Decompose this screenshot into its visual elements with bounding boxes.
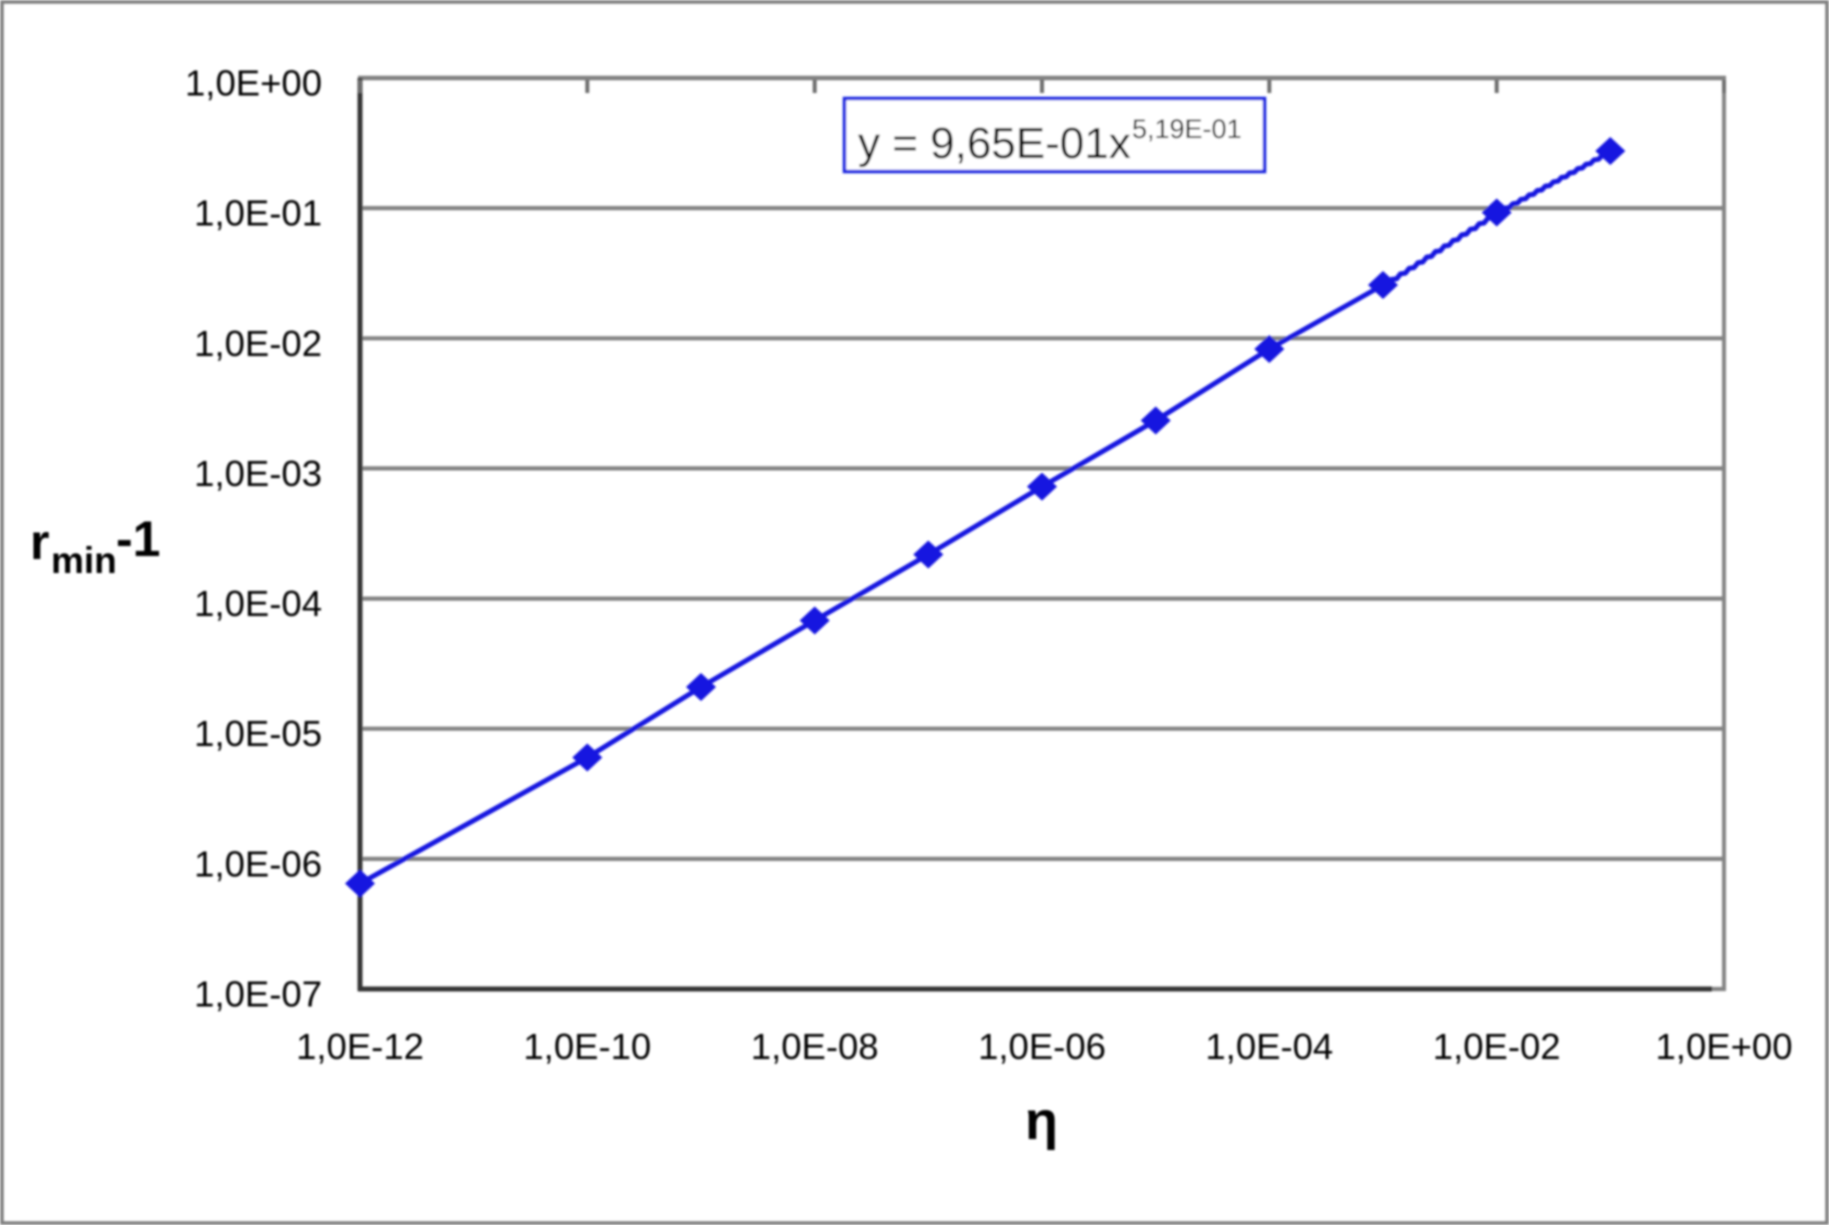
svg-text:1,0E-08: 1,0E-08	[751, 1026, 879, 1067]
svg-text:1,0E-06: 1,0E-06	[978, 1026, 1106, 1067]
svg-text:min: min	[51, 540, 117, 581]
svg-text:5,19E-01: 5,19E-01	[1132, 114, 1242, 144]
svg-text:1,0E-03: 1,0E-03	[194, 453, 322, 494]
svg-text:1,0E+00: 1,0E+00	[185, 63, 322, 104]
svg-text:1,0E-02: 1,0E-02	[1433, 1026, 1561, 1067]
svg-text:y = 9,65E-01x: y = 9,65E-01x	[858, 119, 1131, 168]
svg-text:1,0E-05: 1,0E-05	[194, 713, 322, 754]
svg-text:1,0E-04: 1,0E-04	[1205, 1026, 1333, 1067]
svg-text:1,0E-01: 1,0E-01	[194, 193, 322, 234]
svg-text:r: r	[30, 514, 49, 570]
svg-text:1,0E-07: 1,0E-07	[194, 974, 322, 1015]
svg-text:1,0E-12: 1,0E-12	[296, 1026, 424, 1067]
svg-text:1,0E-04: 1,0E-04	[194, 583, 322, 624]
svg-text:1,0E-02: 1,0E-02	[194, 323, 322, 364]
svg-text:-1: -1	[116, 511, 160, 567]
svg-text:1,0E-06: 1,0E-06	[194, 843, 322, 884]
svg-text:1,0E+00: 1,0E+00	[1656, 1026, 1793, 1067]
svg-text:1,0E-10: 1,0E-10	[523, 1026, 651, 1067]
svg-text:η: η	[1025, 1091, 1058, 1151]
